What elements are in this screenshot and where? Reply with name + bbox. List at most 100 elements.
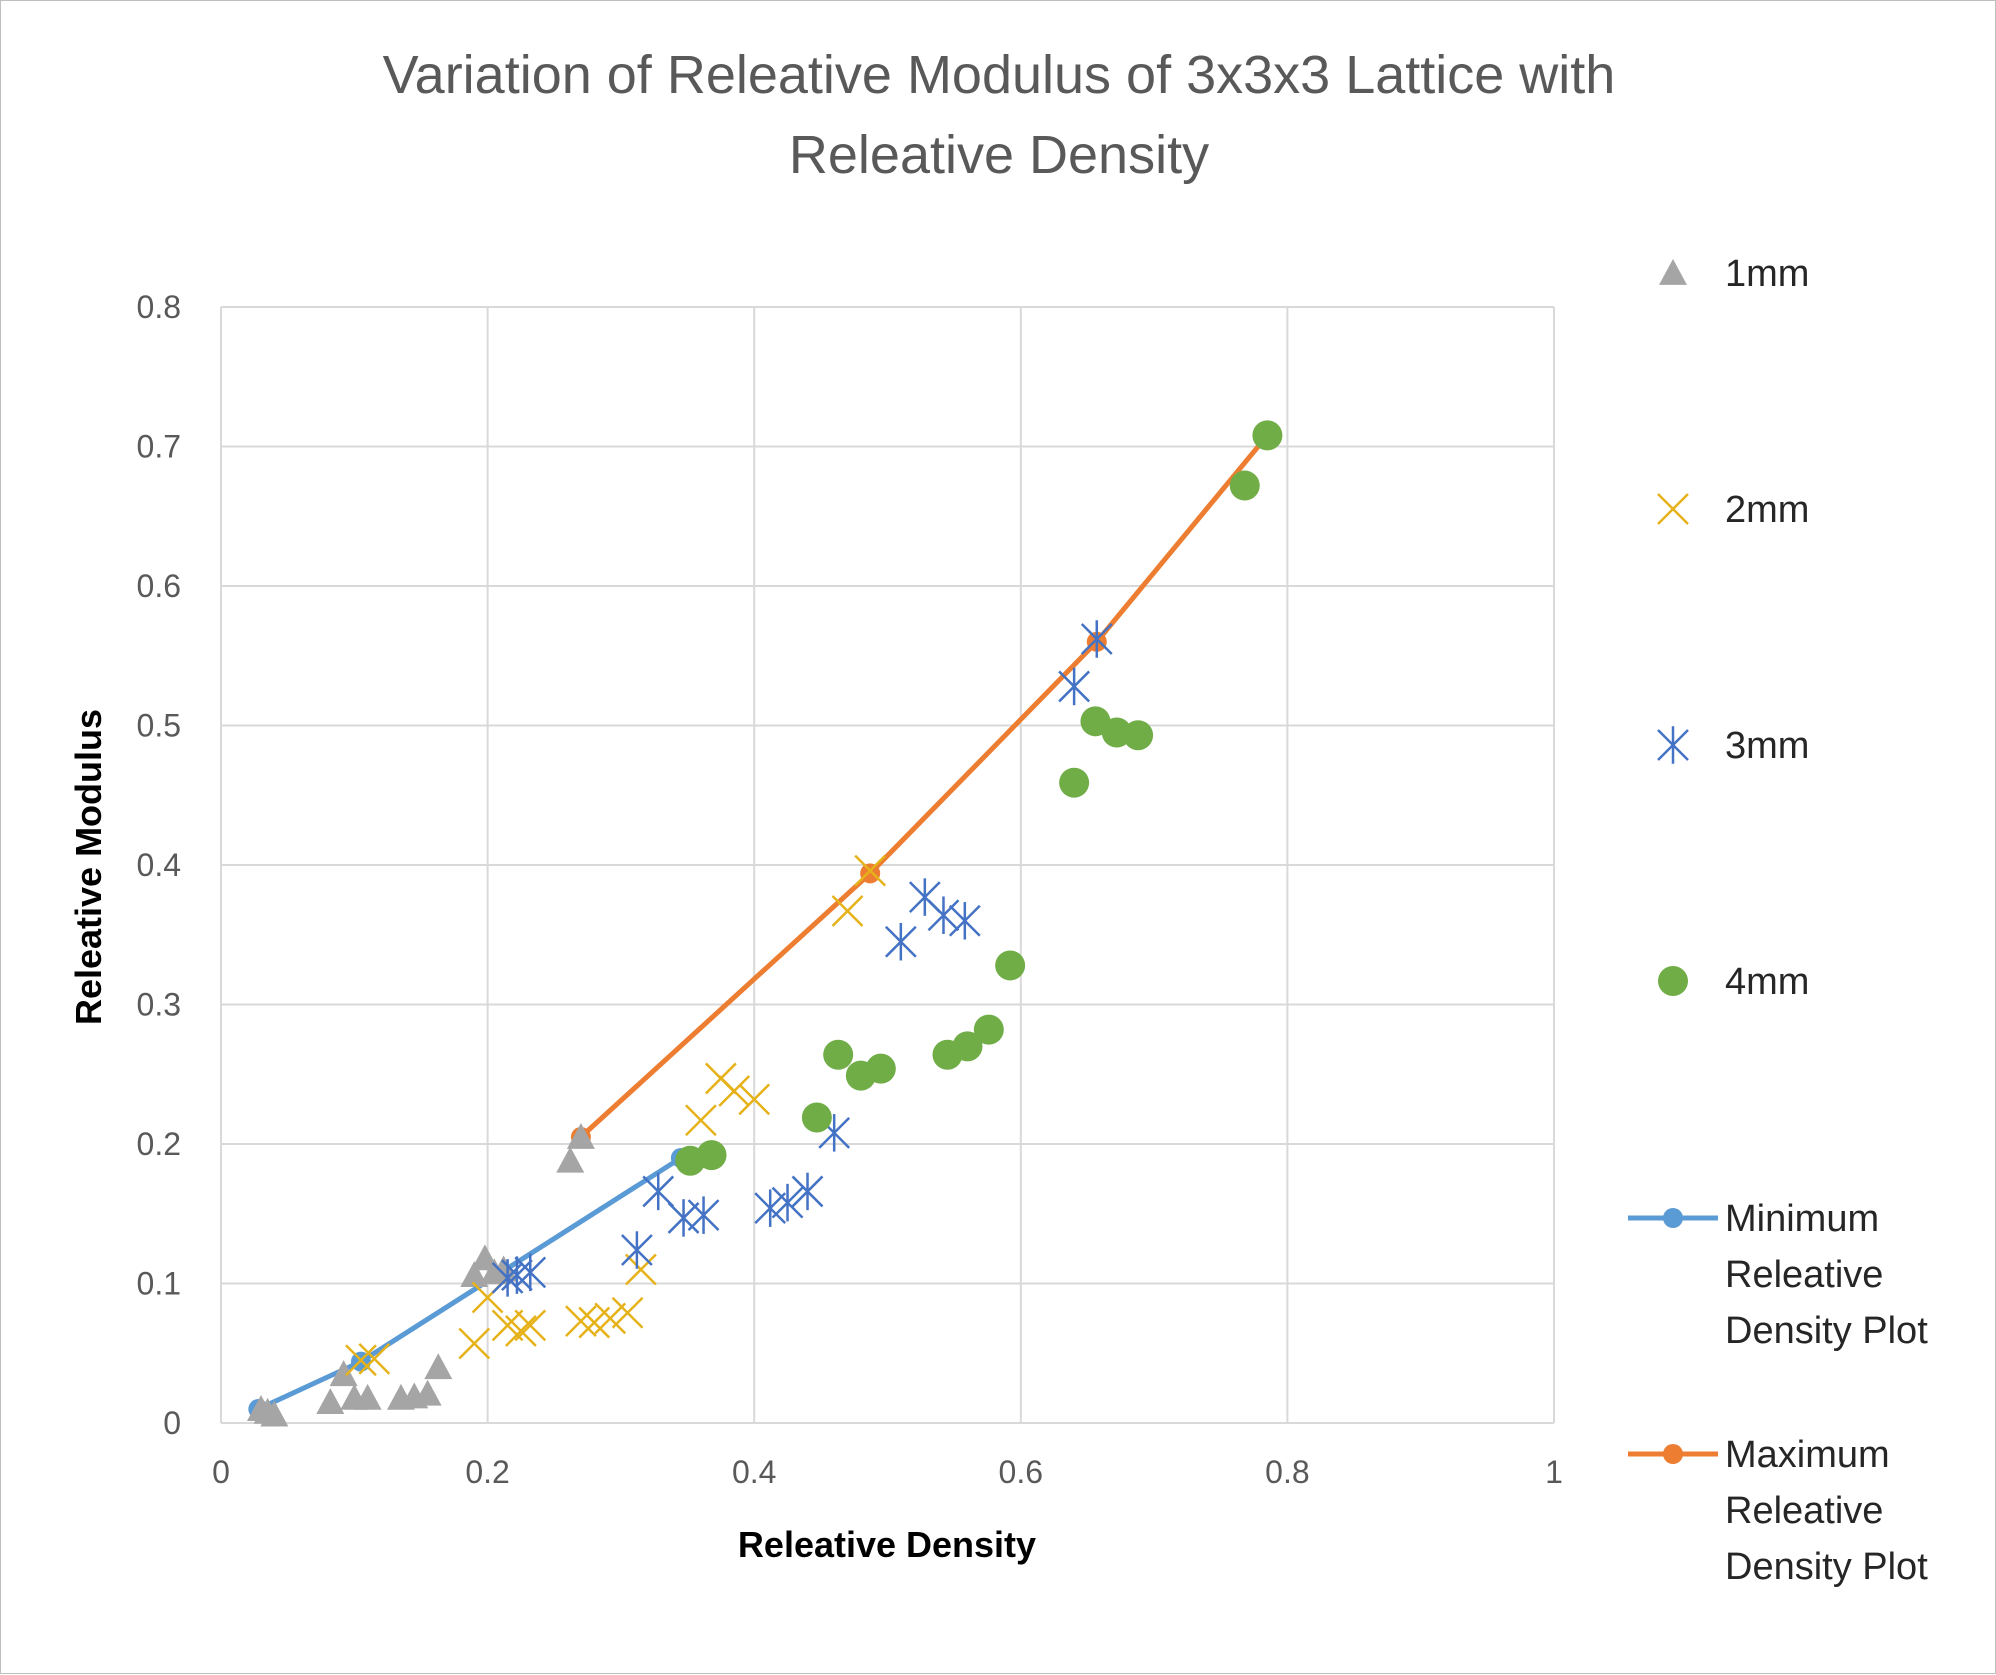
tick-labels: 0 0.2 0.4 0.6 0.8 1 0 0.1 0.2 0.3 0.4 0.5 0.6 0.7 0.8 bbox=[137, 289, 1563, 1490]
marker-2mm bbox=[854, 854, 887, 887]
marker-1mm bbox=[316, 1388, 345, 1414]
marker-4mm bbox=[823, 1039, 854, 1070]
line-maximum-releative-density-plot bbox=[578, 432, 1270, 1140]
marker-3mm bbox=[642, 1172, 675, 1211]
legend: 1mm 2mm 3mm 4mm Minimum Releative Density Plot… bbox=[1628, 253, 1928, 1588]
marker-1mm bbox=[566, 1123, 595, 1149]
marker-1mm bbox=[460, 1261, 489, 1288]
chart-title-line-2: Releative Density bbox=[789, 125, 1209, 185]
y-tick-label: 0.7 bbox=[137, 429, 181, 465]
marker-4mm bbox=[1229, 470, 1260, 501]
marker-2mm bbox=[345, 1344, 377, 1377]
x-tick-label: 0.2 bbox=[465, 1454, 509, 1490]
marker-2mm bbox=[718, 1075, 751, 1107]
marker-2mm bbox=[505, 1315, 537, 1347]
marker-4mm bbox=[952, 1031, 983, 1062]
gridlines bbox=[220, 306, 1555, 1424]
legend-item-4mm: 4mm bbox=[1658, 961, 1809, 1003]
marker-3mm bbox=[667, 1199, 700, 1237]
marker-3mm bbox=[1080, 620, 1113, 658]
marker-4mm bbox=[995, 950, 1026, 981]
legend-label: Density Plot bbox=[1725, 1310, 1928, 1352]
marker-4mm bbox=[696, 1140, 727, 1171]
x-tick-label: 0.6 bbox=[999, 1454, 1043, 1490]
marker-3mm bbox=[501, 1256, 533, 1294]
y-tick-label: 0.3 bbox=[137, 987, 181, 1023]
marker-3mm bbox=[754, 1189, 787, 1227]
marker-1mm bbox=[260, 1400, 289, 1427]
marker-1mm bbox=[353, 1383, 382, 1410]
x-axis-label: Releative Density bbox=[738, 1524, 1036, 1565]
marker-1mm bbox=[556, 1146, 585, 1173]
y-axis-label: Releative Modulus bbox=[68, 709, 109, 1025]
marker-3mm bbox=[927, 896, 960, 934]
y-tick-label: 0.1 bbox=[137, 1266, 181, 1302]
marker-4mm bbox=[1059, 767, 1090, 798]
marker-2mm bbox=[358, 1342, 391, 1375]
marker-2mm bbox=[565, 1305, 597, 1338]
legend-marker-swatch bbox=[1659, 259, 1687, 285]
legend-item-minimum-releative-density-plot: Minimum Releative Density Plot bbox=[1628, 1198, 1928, 1352]
legend-label: 4mm bbox=[1725, 961, 1809, 1003]
legend-label: Density Plot bbox=[1725, 1546, 1928, 1588]
marker-4mm bbox=[973, 1014, 1004, 1045]
legend-item-2mm: 2mm bbox=[1657, 489, 1809, 531]
marker-4mm bbox=[801, 1102, 832, 1133]
y-tick-label: 0.6 bbox=[137, 568, 181, 604]
marker-1mm bbox=[413, 1379, 442, 1406]
x-tick-label: 1 bbox=[1545, 1454, 1563, 1490]
y-tick-label: 0.4 bbox=[137, 847, 181, 883]
legend-item-1mm: 1mm bbox=[1659, 253, 1809, 295]
marker-3mm bbox=[1058, 667, 1091, 706]
y-tick-label: 0.2 bbox=[137, 1126, 181, 1162]
marker-2mm bbox=[611, 1296, 644, 1329]
legend-marker-swatch bbox=[1657, 726, 1689, 764]
marker-2mm bbox=[625, 1253, 657, 1286]
y-tick-label: 0.8 bbox=[137, 289, 181, 325]
series-lines bbox=[248, 425, 1278, 1420]
legend-label: Releative bbox=[1725, 1490, 1883, 1532]
legend-item-3mm: 3mm bbox=[1657, 725, 1809, 767]
marker-3mm bbox=[791, 1172, 824, 1211]
marker-3mm bbox=[621, 1231, 653, 1269]
y-tick-label: 0.5 bbox=[137, 708, 181, 744]
legend-label: 2mm bbox=[1725, 489, 1809, 531]
legend-point-swatch bbox=[1663, 1208, 1683, 1228]
marker-4mm bbox=[1123, 720, 1154, 751]
marker-2mm bbox=[514, 1309, 547, 1342]
marker-1mm bbox=[329, 1360, 358, 1387]
marker-1mm bbox=[424, 1353, 453, 1380]
legend-label: 3mm bbox=[1725, 725, 1809, 767]
chart-title: Variation of Releative Modulus of 3x3x3 … bbox=[383, 45, 1616, 185]
marker-3mm bbox=[687, 1196, 720, 1234]
marker-2mm bbox=[831, 895, 864, 927]
legend-label: Maximum bbox=[1725, 1434, 1890, 1476]
marker-2mm bbox=[738, 1083, 771, 1116]
x-tick-label: 0.8 bbox=[1265, 1454, 1309, 1490]
x-tick-label: 0 bbox=[212, 1454, 230, 1490]
legend-marker-swatch bbox=[1657, 493, 1689, 525]
marker-2mm bbox=[458, 1327, 491, 1360]
marker-4mm bbox=[865, 1053, 896, 1084]
legend-item-maximum-releative-density-plot: Maximum Releative Density Plot bbox=[1628, 1434, 1928, 1588]
marker-3mm bbox=[884, 922, 917, 961]
legend-point-swatch bbox=[1663, 1444, 1683, 1464]
legend-marker-swatch bbox=[1658, 966, 1688, 996]
legend-label: 1mm bbox=[1725, 253, 1809, 295]
legend-label: Minimum bbox=[1725, 1198, 1879, 1240]
marker-3mm bbox=[908, 878, 941, 916]
y-tick-label: 0 bbox=[163, 1405, 181, 1441]
marker-4mm bbox=[1252, 420, 1283, 451]
marker-2mm bbox=[594, 1302, 627, 1335]
series-markers bbox=[246, 420, 1283, 1427]
point-maximum-releative-density-plot bbox=[860, 863, 881, 884]
marker-3mm bbox=[771, 1183, 804, 1222]
chart-title-line-1: Variation of Releative Modulus of 3x3x3 … bbox=[383, 45, 1616, 105]
marker-2mm bbox=[684, 1104, 717, 1137]
x-tick-label: 0.4 bbox=[732, 1454, 776, 1490]
legend-label: Releative bbox=[1725, 1254, 1883, 1296]
marker-3mm bbox=[514, 1253, 547, 1292]
marker-3mm bbox=[948, 902, 981, 940]
